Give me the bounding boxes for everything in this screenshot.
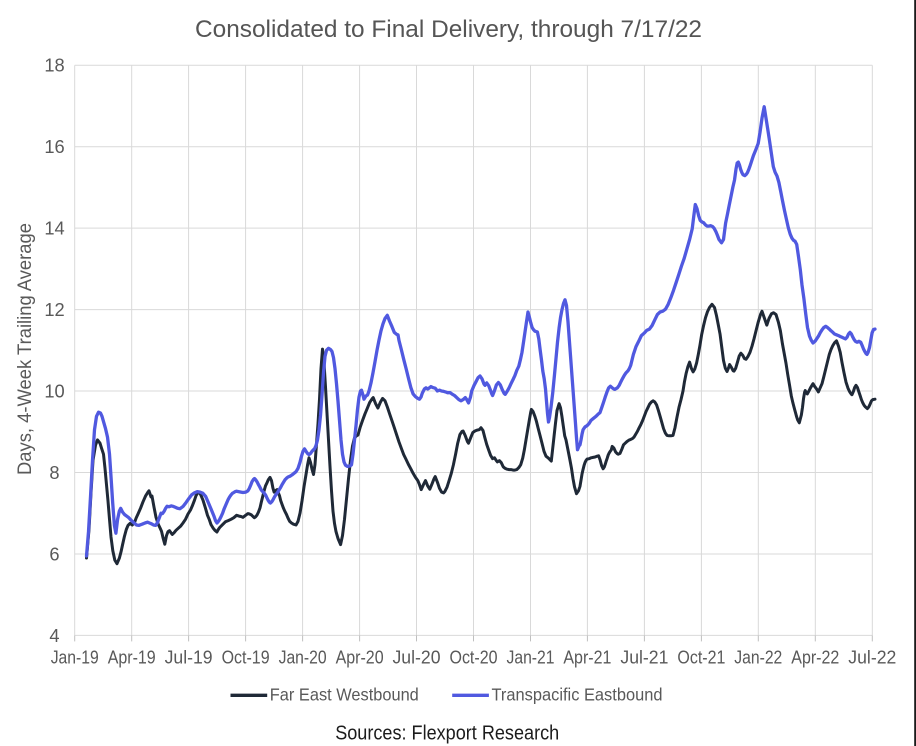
svg-text:Days, 4-Week Trailing Average: Days, 4-Week Trailing Average	[15, 223, 36, 475]
svg-text:Apr-20: Apr-20	[336, 647, 384, 668]
svg-text:12: 12	[44, 299, 64, 320]
svg-text:Jan-22: Jan-22	[734, 647, 782, 668]
svg-text:Jan-20: Jan-20	[279, 647, 327, 668]
svg-text:Oct-21: Oct-21	[677, 647, 725, 668]
svg-text:16: 16	[44, 136, 64, 157]
svg-text:8: 8	[49, 462, 59, 483]
svg-text:Jul-22: Jul-22	[848, 647, 896, 668]
svg-text:14: 14	[44, 218, 64, 239]
svg-text:6: 6	[49, 543, 59, 564]
svg-text:Jul-21: Jul-21	[620, 647, 668, 668]
svg-text:Apr-19: Apr-19	[108, 647, 156, 668]
svg-text:Apr-21: Apr-21	[563, 647, 611, 668]
svg-text:Far East Westbound: Far East Westbound	[270, 684, 419, 704]
svg-text:10: 10	[44, 380, 64, 401]
svg-text:Jul-19: Jul-19	[165, 647, 213, 668]
svg-text:Consolidated to Final Delivery: Consolidated to Final Delivery, through …	[195, 16, 702, 43]
svg-text:Oct-19: Oct-19	[222, 647, 270, 668]
svg-text:Transpacific Eastbound: Transpacific Eastbound	[492, 684, 663, 704]
svg-text:Jan-21: Jan-21	[507, 647, 555, 668]
svg-text:Sources: Flexport Research: Sources: Flexport Research	[335, 723, 559, 745]
svg-text:4: 4	[49, 625, 59, 646]
svg-text:18: 18	[44, 55, 64, 76]
svg-text:Jan-19: Jan-19	[51, 647, 99, 668]
svg-text:Jul-20: Jul-20	[393, 647, 441, 668]
svg-text:Oct-20: Oct-20	[450, 647, 498, 668]
svg-text:Apr-22: Apr-22	[791, 647, 839, 668]
